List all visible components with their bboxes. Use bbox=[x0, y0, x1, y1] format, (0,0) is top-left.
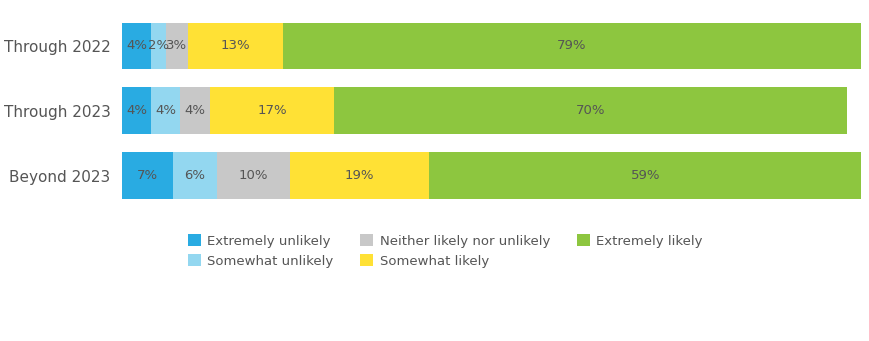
Text: 59%: 59% bbox=[630, 169, 660, 182]
Text: 4%: 4% bbox=[126, 104, 147, 117]
Text: 19%: 19% bbox=[345, 169, 374, 182]
Text: 70%: 70% bbox=[575, 104, 605, 117]
Text: 4%: 4% bbox=[184, 104, 205, 117]
Bar bbox=[282, 23, 860, 69]
Bar bbox=[165, 23, 188, 69]
Bar bbox=[151, 23, 165, 69]
Bar bbox=[290, 152, 428, 199]
Bar bbox=[209, 87, 334, 134]
Text: 6%: 6% bbox=[184, 169, 205, 182]
Bar bbox=[334, 87, 846, 134]
Legend: Extremely unlikely, Somewhat unlikely, Neither likely nor unlikely, Somewhat lik: Extremely unlikely, Somewhat unlikely, N… bbox=[188, 234, 702, 268]
Bar bbox=[180, 87, 209, 134]
Text: 17%: 17% bbox=[256, 104, 287, 117]
Text: 4%: 4% bbox=[155, 104, 176, 117]
Bar bbox=[122, 87, 151, 134]
Text: 10%: 10% bbox=[239, 169, 268, 182]
Bar bbox=[428, 152, 860, 199]
Text: 2%: 2% bbox=[148, 40, 169, 53]
Bar bbox=[216, 152, 290, 199]
Bar bbox=[122, 152, 173, 199]
Text: 3%: 3% bbox=[166, 40, 187, 53]
Text: 7%: 7% bbox=[136, 169, 158, 182]
Bar bbox=[188, 23, 282, 69]
Bar bbox=[151, 87, 180, 134]
Bar bbox=[122, 23, 151, 69]
Bar bbox=[173, 152, 216, 199]
Text: 4%: 4% bbox=[126, 40, 147, 53]
Text: 13%: 13% bbox=[220, 40, 249, 53]
Text: 79%: 79% bbox=[557, 40, 587, 53]
